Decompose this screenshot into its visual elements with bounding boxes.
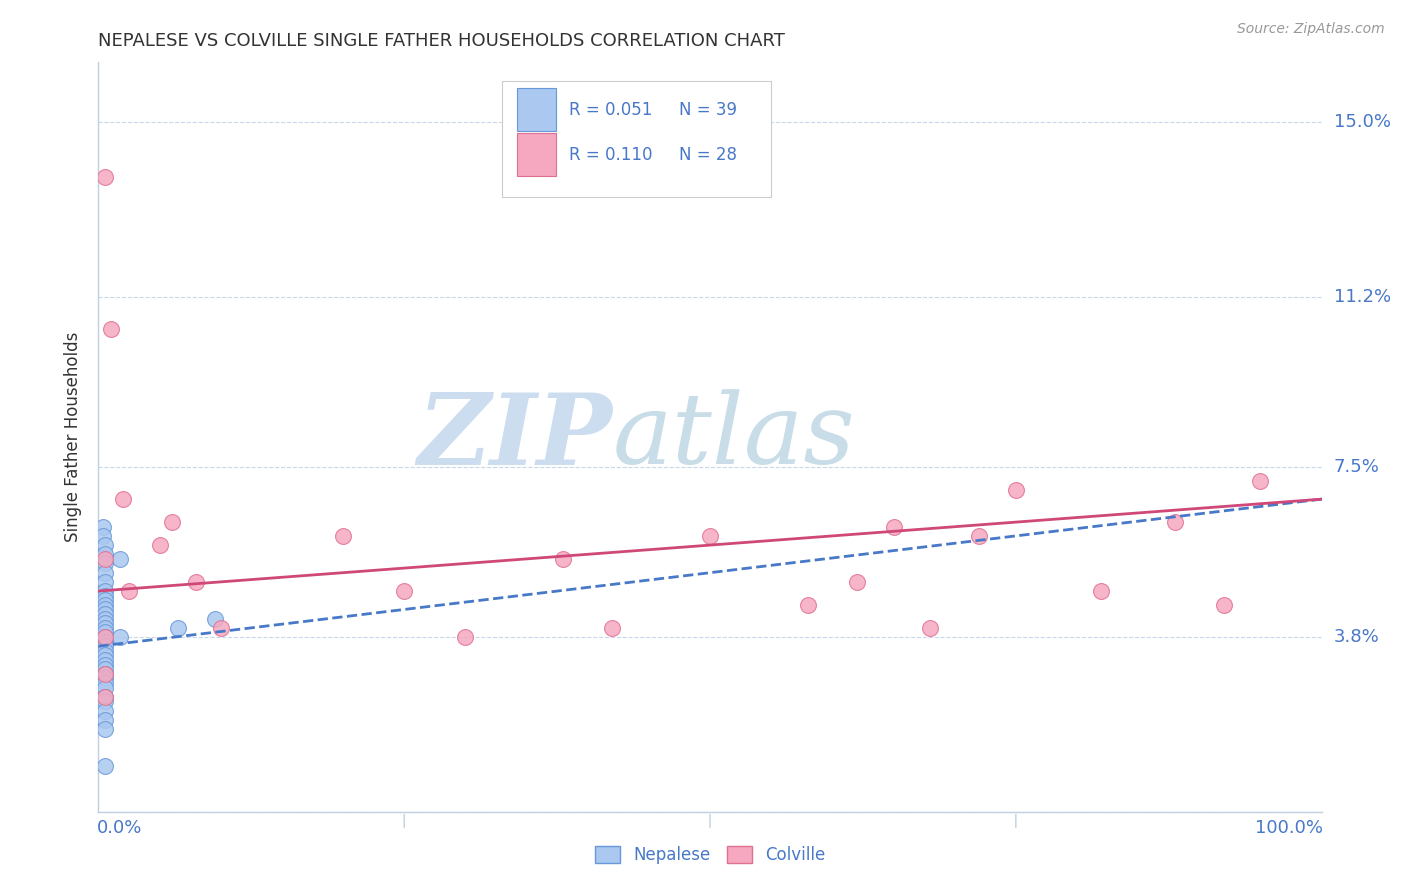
Point — [186, 574, 208, 589]
Point — [91, 529, 114, 543]
Point — [93, 662, 115, 676]
Text: N = 28: N = 28 — [679, 145, 738, 163]
Text: 15.0%: 15.0% — [1334, 113, 1391, 131]
Point — [93, 690, 115, 704]
Text: 0.0%: 0.0% — [97, 819, 142, 838]
Point — [967, 529, 990, 543]
Point — [93, 621, 115, 635]
Point — [100, 322, 122, 336]
Point — [118, 584, 141, 599]
Point — [93, 681, 115, 695]
Point — [93, 547, 115, 561]
Point — [454, 630, 477, 644]
Point — [149, 538, 172, 552]
Point — [93, 593, 115, 607]
Point — [93, 607, 115, 621]
Point — [93, 672, 115, 686]
Text: N = 39: N = 39 — [679, 101, 738, 119]
Point — [93, 758, 115, 772]
Point — [1164, 515, 1187, 529]
Point — [93, 625, 115, 640]
Text: ZIP: ZIP — [418, 389, 612, 485]
Point — [93, 598, 115, 612]
Y-axis label: Single Father Households: Single Father Households — [65, 332, 83, 542]
Point — [204, 612, 226, 626]
Point — [920, 621, 942, 635]
Point — [600, 621, 623, 635]
Point — [93, 644, 115, 658]
Point — [93, 704, 115, 718]
Point — [160, 515, 183, 529]
Point — [93, 694, 115, 708]
Point — [93, 713, 115, 727]
Legend: Nepalese, Colville: Nepalese, Colville — [588, 839, 832, 871]
Point — [93, 666, 115, 681]
Text: R = 0.110: R = 0.110 — [569, 145, 652, 163]
Point — [93, 634, 115, 648]
Bar — [517, 133, 555, 177]
Text: 7.5%: 7.5% — [1334, 458, 1379, 476]
Point — [93, 657, 115, 672]
Point — [93, 630, 115, 644]
Text: 100.0%: 100.0% — [1256, 819, 1323, 838]
Point — [797, 598, 820, 612]
Point — [93, 602, 115, 616]
Point — [883, 519, 905, 533]
Point — [93, 557, 115, 571]
Point — [111, 492, 134, 507]
Point — [332, 529, 354, 543]
Point — [1249, 474, 1271, 488]
Point — [93, 589, 115, 603]
Point — [699, 529, 721, 543]
Point — [110, 552, 132, 566]
Point — [93, 574, 115, 589]
FancyBboxPatch shape — [502, 81, 772, 197]
Point — [93, 538, 115, 552]
Point — [93, 648, 115, 663]
Text: atlas: atlas — [612, 390, 855, 484]
Point — [93, 552, 115, 566]
Point — [93, 566, 115, 580]
Point — [209, 621, 232, 635]
Point — [845, 574, 868, 589]
Text: 3.8%: 3.8% — [1334, 628, 1379, 646]
Text: R = 0.051: R = 0.051 — [569, 101, 652, 119]
Point — [91, 519, 114, 533]
Point — [1090, 584, 1112, 599]
Point — [93, 630, 115, 644]
Point — [93, 690, 115, 704]
Point — [93, 676, 115, 690]
Point — [93, 639, 115, 653]
Point — [93, 722, 115, 736]
Point — [553, 552, 575, 566]
Point — [392, 584, 416, 599]
Point — [1212, 598, 1234, 612]
Point — [110, 630, 132, 644]
Point — [1004, 483, 1026, 497]
Point — [93, 584, 115, 599]
Point — [93, 653, 115, 667]
Point — [167, 621, 190, 635]
Point — [93, 612, 115, 626]
Point — [93, 666, 115, 681]
Point — [93, 170, 115, 185]
Point — [93, 616, 115, 631]
Text: NEPALESE VS COLVILLE SINGLE FATHER HOUSEHOLDS CORRELATION CHART: NEPALESE VS COLVILLE SINGLE FATHER HOUSE… — [98, 32, 786, 50]
Text: Source: ZipAtlas.com: Source: ZipAtlas.com — [1237, 22, 1385, 37]
Text: 11.2%: 11.2% — [1334, 288, 1391, 306]
Bar — [517, 88, 555, 131]
